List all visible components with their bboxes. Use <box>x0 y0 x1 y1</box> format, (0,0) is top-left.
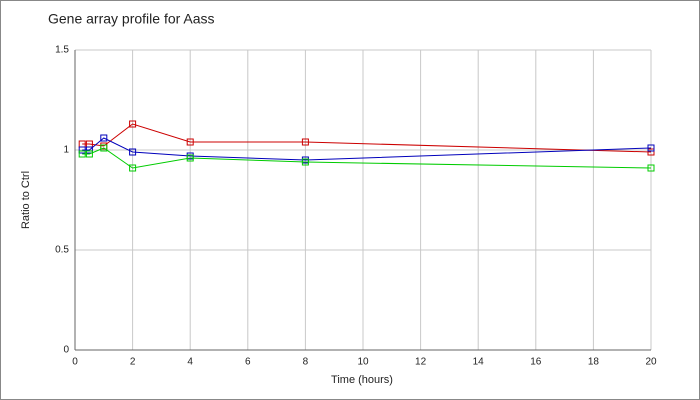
y-tick-label: 1.5 <box>55 45 69 56</box>
y-tick-label: 0 <box>63 345 69 356</box>
x-tick-label: 2 <box>130 357 136 368</box>
y-axis-label: Ratio to Ctrl <box>20 171 32 229</box>
point-marker <box>186 138 194 146</box>
chart-title: Gene array profile for Aass <box>48 11 215 27</box>
y-tick-label: 1 <box>63 145 69 156</box>
x-tick-label: 12 <box>415 357 427 368</box>
series-line <box>82 137 652 161</box>
point-marker <box>129 148 137 156</box>
point-marker <box>301 158 309 166</box>
x-tick-label: 4 <box>187 357 193 368</box>
point-marker <box>647 148 655 156</box>
y-tick-label: 0.5 <box>55 245 69 256</box>
series-line <box>82 123 652 153</box>
x-tick-label: 0 <box>72 357 78 368</box>
x-axis-label: Time (hours) <box>331 374 393 386</box>
x-tick-label: 14 <box>473 357 485 368</box>
point-marker <box>85 150 93 158</box>
point-marker <box>129 120 137 128</box>
series-line <box>82 147 652 169</box>
x-tick-label: 6 <box>245 357 251 368</box>
point-marker <box>647 144 655 152</box>
x-tick-label: 18 <box>588 357 600 368</box>
point-marker <box>100 134 108 142</box>
point-marker <box>100 144 108 152</box>
point-marker <box>647 164 655 172</box>
x-tick-label: 20 <box>645 357 657 368</box>
point-marker <box>85 146 93 154</box>
point-marker <box>186 154 194 162</box>
x-tick-label: 16 <box>530 357 542 368</box>
point-marker <box>78 146 86 154</box>
point-marker <box>78 150 86 158</box>
x-tick-label: 10 <box>357 357 369 368</box>
x-tick-label: 8 <box>303 357 309 368</box>
point-marker <box>301 138 309 146</box>
point-marker <box>129 164 137 172</box>
